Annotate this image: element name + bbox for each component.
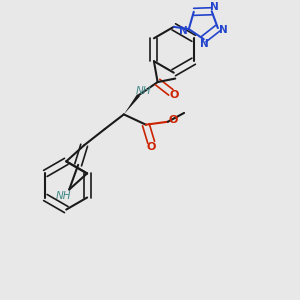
Text: NH: NH: [136, 86, 152, 96]
Text: N: N: [219, 25, 227, 34]
Text: NH: NH: [56, 191, 72, 201]
Text: N: N: [200, 39, 208, 50]
Text: O: O: [146, 142, 156, 152]
Text: O: O: [170, 90, 179, 100]
Text: O: O: [169, 115, 178, 125]
Text: N: N: [179, 26, 188, 36]
Polygon shape: [124, 94, 140, 114]
Text: N: N: [210, 2, 219, 12]
